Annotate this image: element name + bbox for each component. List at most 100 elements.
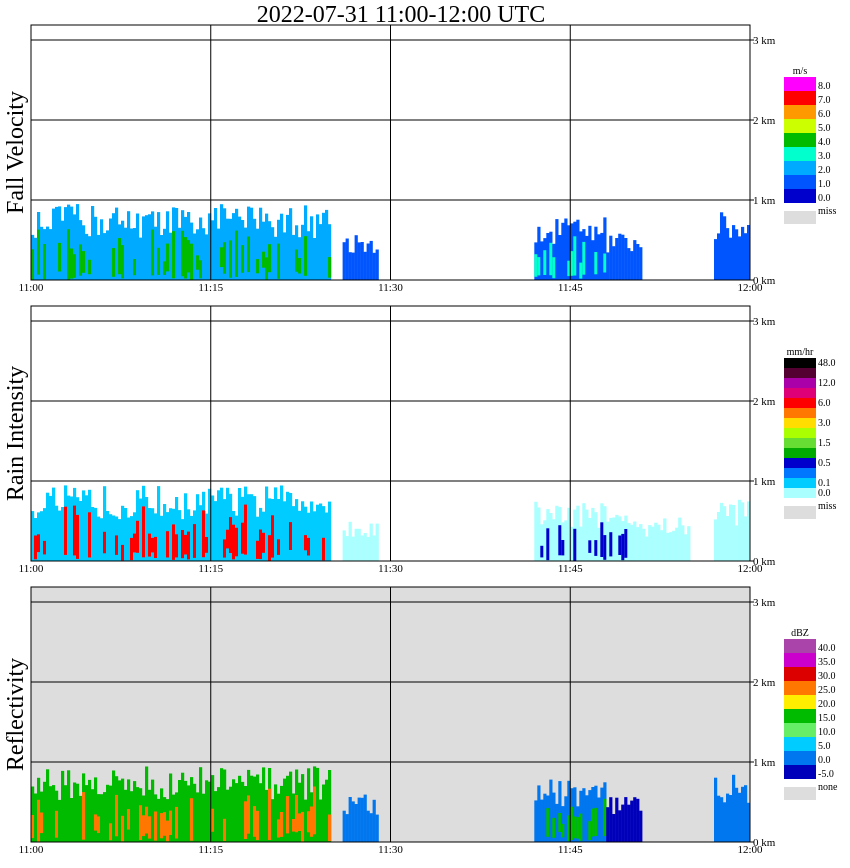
- panel-rain-intensity: 0 km 1 km 2 km 3 km 11:00 11:15 11:30 11:45 12:0…: [3, 305, 836, 575]
- echo-column: [636, 798, 640, 842]
- echo-core: [145, 806, 149, 834]
- echo-column: [31, 511, 35, 561]
- echo-column: [354, 804, 358, 842]
- echo-column: [55, 505, 59, 561]
- echo-core: [193, 524, 197, 558]
- echo-core: [268, 788, 272, 840]
- echo-core: [552, 817, 556, 838]
- colorbar-legend: m/s 8.0 7.0 6.0 5.0 4.0 3.0 2.0 1.0 0.0 miss: [784, 66, 836, 224]
- echo-core: [115, 535, 119, 555]
- echo-column: [747, 802, 751, 842]
- echo-core: [600, 522, 604, 557]
- echo-core: [211, 808, 215, 832]
- echo-column: [100, 219, 104, 280]
- echo-column: [325, 512, 329, 561]
- echo-column: [46, 226, 50, 280]
- echo-core: [181, 530, 185, 559]
- echo-column: [726, 228, 730, 280]
- height-tick-label: 1 km: [753, 757, 776, 769]
- echo-column: [348, 252, 352, 280]
- echo-column: [217, 787, 221, 842]
- panel-reflectivity: 0 km 1 km 2 km 3 km 11:00 11:15 11:30 11:45 12:0…: [3, 586, 838, 856]
- echo-column: [543, 793, 547, 842]
- echo-column: [360, 797, 364, 842]
- time-tick-label: 11:15: [198, 282, 223, 294]
- echo-core: [226, 529, 230, 549]
- echo-column: [163, 228, 167, 280]
- echo-column: [91, 789, 95, 842]
- echo-column: [103, 486, 107, 561]
- echo-core: [166, 820, 170, 842]
- echo-column: [67, 770, 71, 842]
- colorbar-swatch: [784, 418, 816, 428]
- echo-column: [127, 211, 131, 280]
- echo-core: [166, 243, 170, 272]
- height-tick-label: 1 km: [753, 195, 776, 207]
- echo-column: [148, 214, 152, 280]
- panel-label: Reflectivity: [3, 658, 29, 771]
- echo-column: [277, 793, 281, 842]
- echo-core: [256, 540, 260, 559]
- echo-column: [714, 777, 718, 842]
- time-tick-label: 11:30: [378, 282, 403, 294]
- echo-column: [618, 233, 622, 280]
- echo-column: [34, 793, 38, 842]
- echo-column: [103, 233, 107, 280]
- echo-column: [744, 785, 748, 842]
- echo-column: [34, 237, 38, 280]
- echo-core: [307, 537, 311, 556]
- echo-column: [666, 532, 670, 561]
- colorbar-swatch: [784, 458, 816, 468]
- echo-column: [238, 775, 242, 842]
- echo-column: [714, 239, 718, 280]
- echo-core: [169, 810, 173, 835]
- echo-column: [366, 243, 370, 280]
- echo-core: [271, 515, 275, 558]
- echo-core: [82, 792, 86, 840]
- panel-label: Rain Intensity: [3, 366, 29, 501]
- echo-core: [241, 522, 245, 554]
- echo-column: [304, 799, 308, 842]
- height-tick-label: 2 km: [753, 396, 776, 408]
- echo-column: [256, 228, 260, 280]
- echo-column: [118, 780, 122, 842]
- echo-column: [648, 525, 652, 561]
- echo-core: [220, 247, 224, 268]
- time-tick-label: 11:00: [19, 563, 44, 575]
- echo-core: [172, 231, 176, 279]
- echo-column: [307, 512, 311, 561]
- echo-column: [283, 501, 287, 561]
- echo-core: [184, 534, 188, 555]
- echo-core: [163, 261, 167, 275]
- echo-column: [537, 507, 541, 561]
- echo-core: [43, 540, 47, 555]
- height-tick-label: 0 km: [753, 275, 776, 287]
- echo-column: [357, 797, 361, 842]
- echo-column: [229, 786, 233, 842]
- echo-column: [360, 535, 364, 561]
- panel-label: Fall Velocity: [3, 91, 29, 214]
- echo-core: [579, 262, 583, 279]
- echo-core: [136, 520, 140, 553]
- echo-column: [211, 495, 215, 561]
- echo-column: [112, 213, 116, 280]
- echo-column: [301, 774, 305, 842]
- echo-core: [256, 810, 260, 841]
- echo-core: [244, 504, 248, 555]
- echo-column: [145, 215, 149, 280]
- echo-column: [606, 807, 610, 842]
- colorbar-unit: m/s: [793, 66, 808, 77]
- echo-core: [184, 237, 188, 279]
- echo-column: [369, 240, 373, 280]
- echo-core: [67, 229, 71, 280]
- echo-core: [88, 259, 92, 275]
- echo-column: [319, 799, 323, 842]
- echo-core: [133, 533, 137, 553]
- echo-column: [597, 797, 601, 842]
- plot-frame: [30, 586, 751, 843]
- echo-column: [208, 213, 212, 280]
- echo-column: [328, 501, 332, 561]
- echo-column: [202, 228, 206, 280]
- colorbar-label: 5.0: [818, 741, 831, 752]
- colorbar-swatch: [784, 438, 816, 448]
